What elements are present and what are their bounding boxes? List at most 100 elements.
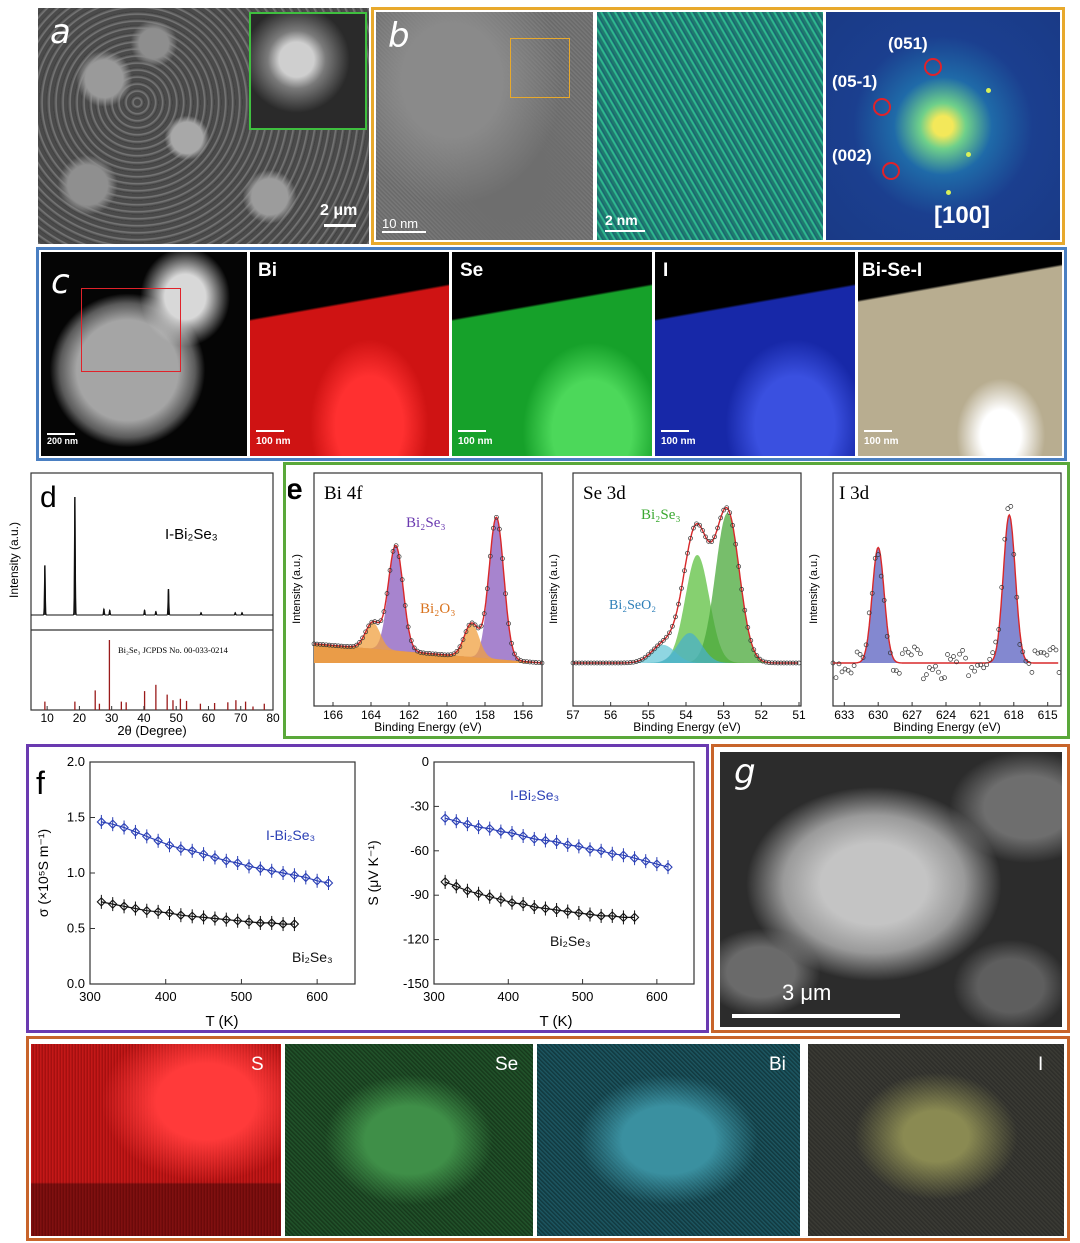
xps-data-point-56 <box>481 611 487 616</box>
xps-data-point-2 <box>836 661 842 667</box>
xps-data-point-48 <box>715 525 720 531</box>
xps-data-point-17 <box>881 597 887 603</box>
xps-data-point-35 <box>418 650 423 655</box>
xps-data-point-25 <box>387 568 393 573</box>
panel-d-label: d <box>40 481 57 514</box>
xps-data-point-73 <box>790 660 796 666</box>
xps-data-point-73 <box>1050 645 1056 650</box>
xps-data-point-69 <box>778 660 784 666</box>
xps-data-point-71 <box>784 660 790 666</box>
panel-g-scale-text: 3 μm <box>782 980 832 1005</box>
series-0-marker-18 <box>301 872 311 883</box>
xps-data-point-50 <box>463 629 469 634</box>
xps-data-point-70 <box>781 660 787 666</box>
panel-c-map-i: I 100 nm <box>655 252 855 456</box>
xps-data-point-67 <box>772 660 778 666</box>
xps-data-point-32 <box>408 638 414 643</box>
xps-data-point-33 <box>411 645 417 651</box>
xps-data-point-54 <box>993 639 999 645</box>
series-0-marker-12 <box>232 858 243 868</box>
xps-data-point-55 <box>478 623 484 629</box>
xps-data-point-16 <box>618 660 624 666</box>
series-0-marker-14 <box>255 863 266 874</box>
xps-data-point-50 <box>981 665 987 671</box>
xps-data-point-13 <box>351 643 356 649</box>
series-1-marker-12 <box>574 908 584 918</box>
series-1-marker-5 <box>496 894 506 905</box>
xps-data-point-70 <box>1041 650 1047 656</box>
xps-data-point-59 <box>1008 504 1014 509</box>
xrd-sample-line <box>31 496 273 616</box>
ytick-label-0: 0 <box>422 754 429 769</box>
xps-component-3 <box>314 623 542 663</box>
series-1-marker-0 <box>96 897 107 907</box>
panel-f-seebeck-series-2: Bi₂Se₃ <box>550 933 591 949</box>
series-0-marker-5 <box>153 836 163 846</box>
series-1-marker-6 <box>507 897 517 908</box>
series-0-marker-3 <box>130 827 141 837</box>
series-1-marker-11 <box>221 914 232 925</box>
xps-data-point-57 <box>1002 536 1008 542</box>
xps-data-point-63 <box>503 591 508 597</box>
series-0-marker-4 <box>142 831 152 842</box>
fft-label-05-1: (05-1) <box>832 72 878 91</box>
series-1-marker-15 <box>266 918 277 928</box>
panel-c-roi-box <box>81 288 181 372</box>
xps-data-point-34 <box>933 663 938 669</box>
xps-data-point-1 <box>573 660 579 666</box>
xps-data-point-29 <box>399 577 405 582</box>
xps-data-point-57 <box>742 607 748 613</box>
eds-map-i-label: I <box>1038 1054 1044 1075</box>
xps-data-point-66 <box>512 651 517 657</box>
series-0-marker-9 <box>198 849 209 859</box>
xps-data-point-70 <box>524 659 530 665</box>
xps-data-point-26 <box>908 652 914 658</box>
xps-data-point-72 <box>1047 647 1053 653</box>
ytick-label-0: 0.0 <box>67 976 85 991</box>
series-0-marker-7 <box>518 831 528 841</box>
xps-data-point-47 <box>454 648 460 654</box>
panel-c-frame <box>36 247 1067 461</box>
xps-data-point-15 <box>615 660 621 666</box>
eds-map-i: I <box>808 1044 1064 1236</box>
xps-data-point-65 <box>1026 661 1032 666</box>
xps-data-point-30 <box>402 603 408 608</box>
xps-data-point-37 <box>682 568 687 574</box>
xps-data-point-42 <box>439 652 445 657</box>
xps-data-point-8 <box>335 643 341 649</box>
panel-b-scale-bar-2 <box>605 230 645 232</box>
fft-spot-002 <box>882 162 900 180</box>
xps-data-point-39 <box>430 651 435 657</box>
xps-data-point-22 <box>378 618 384 624</box>
xps-data-point-66 <box>1029 670 1035 675</box>
panel-e-i3d-ylabel: Intensity (a.u.) <box>808 554 820 624</box>
xps-data-point-27 <box>912 644 917 650</box>
xps-xtick-label-5: 156 <box>513 708 533 722</box>
xps-data-point-5 <box>585 660 591 666</box>
series-1-marker-8 <box>187 911 197 922</box>
xps-xtick-label-5: 52 <box>755 708 769 722</box>
xps-data-point-18 <box>366 623 372 629</box>
xps-data-point-73 <box>533 660 539 665</box>
xtick-label-1: 400 <box>497 989 519 1004</box>
series-1-marker-13 <box>244 917 254 927</box>
series-1-marker-4 <box>142 905 152 916</box>
series-0-marker-18 <box>640 856 651 866</box>
series-1-marker-1 <box>451 881 462 892</box>
panel-f-sigma-series-1: I-Bi₂Se₃ <box>266 827 315 843</box>
xps-data-point-53 <box>730 523 736 528</box>
xps-data-point-74 <box>793 660 799 666</box>
panel-e-bi4f-title: Bi 4f <box>324 483 363 504</box>
xps-data-point-61 <box>497 526 502 532</box>
fft-spot-051 <box>924 58 942 76</box>
xps-data-point-68 <box>518 658 524 663</box>
xps-data-point-46 <box>709 539 714 544</box>
panel-c-scale-text-0: 200 nm <box>47 436 79 446</box>
xps-component-0 <box>573 555 799 663</box>
series-1-marker-17 <box>289 919 300 929</box>
series-0-marker-12 <box>574 841 584 852</box>
xps-data-point-63 <box>1020 649 1026 655</box>
xps-data-point-56 <box>999 585 1005 590</box>
panel-c-map-bi: Bi 100 nm <box>250 252 449 456</box>
xtick-label-3: 600 <box>646 989 668 1004</box>
